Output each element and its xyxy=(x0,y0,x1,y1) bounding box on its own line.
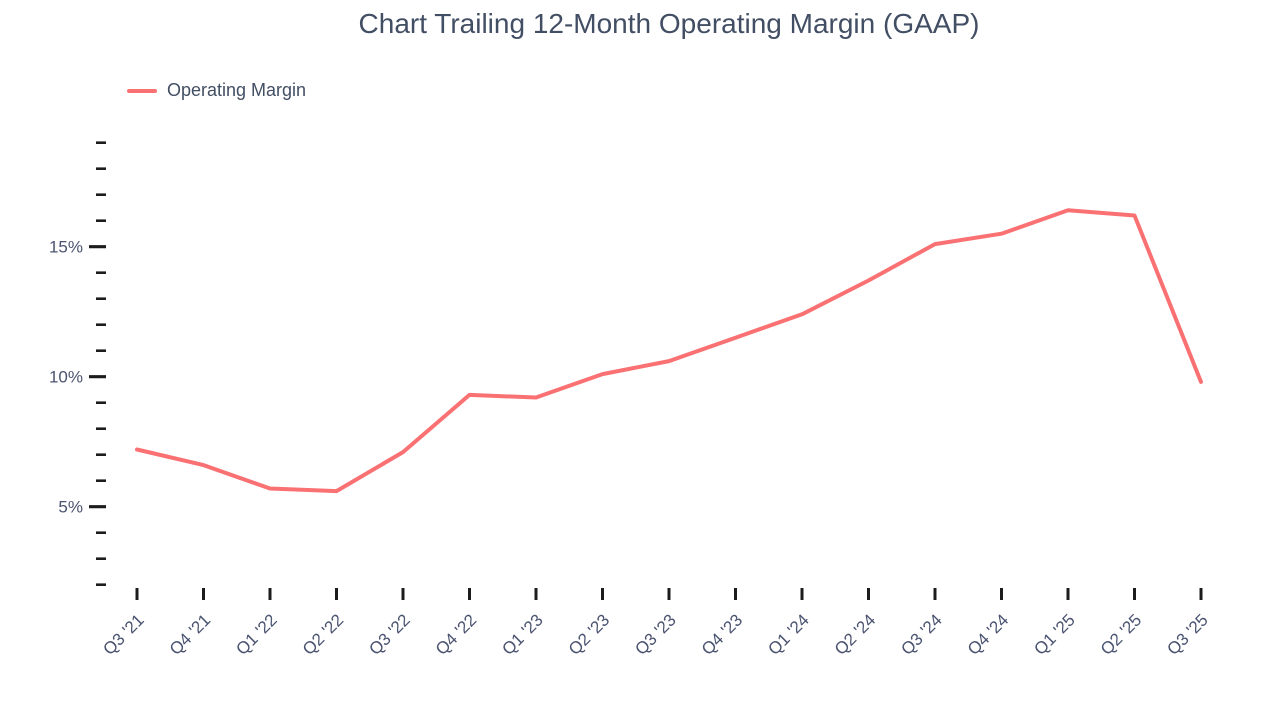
y-tick-label: 5% xyxy=(58,498,83,517)
legend-line-swatch xyxy=(127,88,157,93)
x-tick-label: Q1 '25 xyxy=(1030,610,1078,658)
legend: Operating Margin xyxy=(127,80,306,101)
y-tick-label: 15% xyxy=(49,238,83,257)
x-tick-label: Q3 '25 xyxy=(1163,610,1211,658)
x-tick-label: Q2 '23 xyxy=(565,610,613,658)
x-tick-label: Q4 '21 xyxy=(166,610,214,658)
x-tick-label: Q3 '21 xyxy=(99,610,147,658)
x-tick-label: Q1 '24 xyxy=(764,610,812,658)
x-tick-label: Q3 '22 xyxy=(365,610,413,658)
series-line-operating-margin xyxy=(135,208,1203,494)
chart-title: Chart Trailing 12-Month Operating Margin… xyxy=(358,8,980,39)
x-tick-label: Q2 '22 xyxy=(299,610,347,658)
x-tick-label: Q4 '23 xyxy=(698,610,746,658)
x-tick-label: Q3 '24 xyxy=(897,610,945,658)
legend-item-operating-margin[interactable]: Operating Margin xyxy=(127,80,306,101)
x-tick-label: Q3 '23 xyxy=(631,610,679,658)
legend-label: Operating Margin xyxy=(167,80,307,100)
x-tick-label: Q2 '24 xyxy=(831,610,879,658)
y-tick-label: 10% xyxy=(49,368,83,387)
x-tick-label: Q1 '22 xyxy=(232,610,280,658)
x-tick-label: Q4 '22 xyxy=(432,610,480,658)
x-tick-label: Q4 '24 xyxy=(964,610,1012,658)
x-tick-label: Q1 '23 xyxy=(498,610,546,658)
x-tick-label: Q2 '25 xyxy=(1097,610,1145,658)
